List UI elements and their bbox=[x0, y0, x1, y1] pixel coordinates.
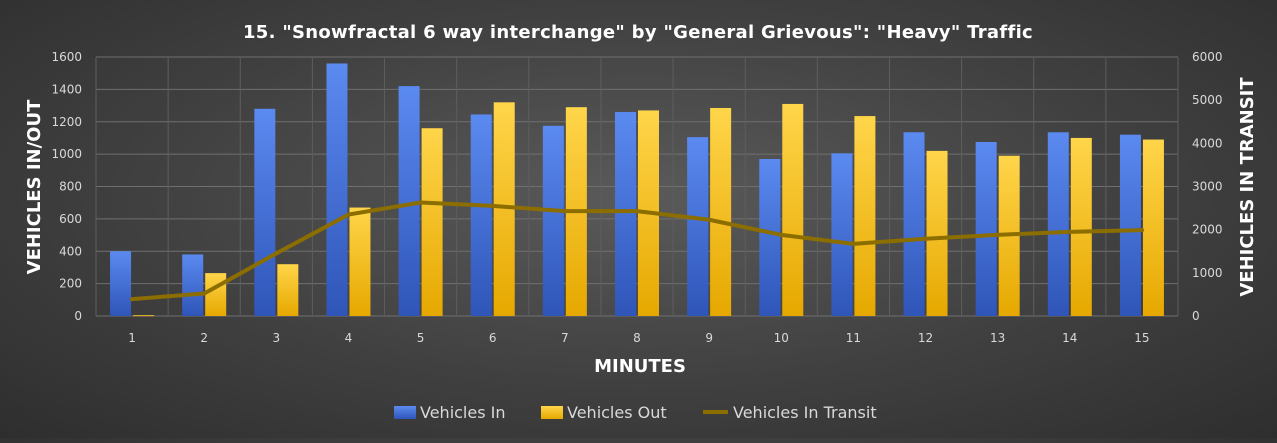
y2-tick-label: 6000 bbox=[1192, 50, 1223, 64]
transit-line bbox=[130, 200, 1144, 302]
y-tick-label: 0 bbox=[74, 309, 82, 323]
point-vehicles-in-transit bbox=[490, 203, 495, 208]
y-tick-label: 400 bbox=[59, 244, 82, 258]
point-vehicles-in-transit bbox=[851, 241, 856, 246]
legend-swatch-vehicles-in bbox=[394, 406, 416, 419]
bar-vehicles-in bbox=[615, 112, 636, 316]
bar-vehicles-in bbox=[1047, 132, 1069, 316]
y-axis-title: VEHICLES IN/OUT bbox=[24, 99, 45, 274]
x-axis-title: MINUTES bbox=[594, 356, 686, 377]
x-tick-label: 3 bbox=[273, 331, 281, 345]
point-vehicles-in-transit bbox=[418, 200, 423, 205]
x-tick-label: 8 bbox=[633, 331, 641, 345]
axis-ticks: 0200400600800100012001400160001000200030… bbox=[51, 50, 1222, 345]
y-tick-label: 600 bbox=[59, 212, 82, 226]
point-vehicles-in-transit bbox=[274, 251, 279, 256]
y2-axis-title: VEHICLES IN TRANSIT bbox=[1237, 77, 1258, 297]
y-tick-label: 800 bbox=[59, 180, 82, 194]
bar-vehicles-out bbox=[1142, 139, 1164, 316]
x-tick-label: 5 bbox=[417, 331, 425, 345]
y2-tick-label: 0 bbox=[1192, 309, 1200, 323]
x-tick-label: 10 bbox=[774, 331, 789, 345]
y2-tick-label: 1000 bbox=[1192, 266, 1223, 280]
bar-vehicles-out bbox=[421, 128, 443, 316]
point-vehicles-in-transit bbox=[923, 236, 928, 241]
legend-swatch-vehicles-out bbox=[541, 406, 563, 419]
bar-vehicles-out bbox=[493, 102, 515, 316]
bars bbox=[110, 63, 1164, 317]
y-tick-label: 1400 bbox=[51, 82, 82, 96]
bar-vehicles-in bbox=[470, 114, 492, 316]
y-tick-label: 1200 bbox=[51, 115, 82, 129]
legend-label-vehicles-in-transit: Vehicles In Transit bbox=[733, 403, 877, 422]
y-tick-label: 1600 bbox=[51, 50, 82, 64]
bar-vehicles-out bbox=[782, 103, 804, 316]
bar-vehicles-in bbox=[182, 254, 204, 316]
x-tick-label: 4 bbox=[345, 331, 353, 345]
x-tick-label: 14 bbox=[1062, 331, 1077, 345]
x-tick-label: 13 bbox=[990, 331, 1005, 345]
bar-vehicles-out bbox=[277, 264, 299, 316]
bar-vehicles-out bbox=[710, 107, 732, 316]
y-tick-label: 200 bbox=[59, 277, 82, 291]
legend-label-vehicles-out: Vehicles Out bbox=[567, 403, 667, 422]
gridlines bbox=[95, 56, 1179, 317]
bar-vehicles-in bbox=[759, 158, 781, 316]
bar-vehicles-in bbox=[1119, 134, 1141, 316]
bar-vehicles-in bbox=[398, 86, 420, 316]
x-tick-label: 6 bbox=[489, 331, 497, 345]
bar-vehicles-out bbox=[133, 315, 155, 317]
bar-vehicles-out bbox=[349, 207, 371, 316]
point-vehicles-in-transit bbox=[707, 217, 712, 222]
bar-vehicles-in bbox=[326, 63, 348, 316]
x-tick-label: 1 bbox=[128, 331, 136, 345]
point-vehicles-in-transit bbox=[346, 212, 351, 217]
point-vehicles-in-transit bbox=[779, 232, 784, 237]
bar-vehicles-in bbox=[542, 125, 564, 316]
bar-vehicles-in bbox=[254, 108, 276, 316]
x-tick-label: 2 bbox=[200, 331, 208, 345]
bar-vehicles-in bbox=[110, 251, 132, 316]
x-tick-label: 15 bbox=[1134, 331, 1149, 345]
point-vehicles-in-transit bbox=[562, 209, 567, 214]
bar-vehicles-in bbox=[975, 141, 997, 316]
legend-label-vehicles-in: Vehicles In bbox=[420, 403, 506, 422]
bar-vehicles-out bbox=[926, 150, 948, 316]
y2-tick-label: 3000 bbox=[1192, 180, 1223, 194]
bar-vehicles-out bbox=[854, 116, 876, 316]
y2-tick-label: 4000 bbox=[1192, 136, 1223, 150]
x-tick-label: 9 bbox=[705, 331, 713, 345]
y2-tick-label: 2000 bbox=[1192, 223, 1223, 237]
bar-vehicles-in bbox=[687, 137, 709, 316]
y-tick-label: 1000 bbox=[51, 147, 82, 161]
point-vehicles-in-transit bbox=[995, 232, 1000, 237]
point-vehicles-in-transit bbox=[635, 209, 639, 214]
y2-tick-label: 5000 bbox=[1192, 93, 1223, 107]
x-tick-label: 12 bbox=[918, 331, 933, 345]
chart-title: 15. "Snowfractal 6 way interchange" by "… bbox=[243, 22, 1033, 43]
point-vehicles-in-transit bbox=[1067, 229, 1072, 234]
bar-vehicles-out bbox=[205, 273, 227, 316]
point-vehicles-in-transit bbox=[202, 291, 207, 296]
point-vehicles-in-transit bbox=[130, 297, 135, 302]
x-tick-label: 7 bbox=[561, 331, 569, 345]
point-vehicles-in-transit bbox=[1139, 228, 1144, 233]
legend: Vehicles In Vehicles Out Vehicles In Trans… bbox=[394, 403, 877, 422]
x-tick-label: 11 bbox=[846, 331, 861, 345]
bar-vehicles-in bbox=[831, 153, 853, 316]
bar-vehicles-in bbox=[903, 132, 925, 316]
bar-vehicles-out bbox=[1070, 137, 1092, 316]
